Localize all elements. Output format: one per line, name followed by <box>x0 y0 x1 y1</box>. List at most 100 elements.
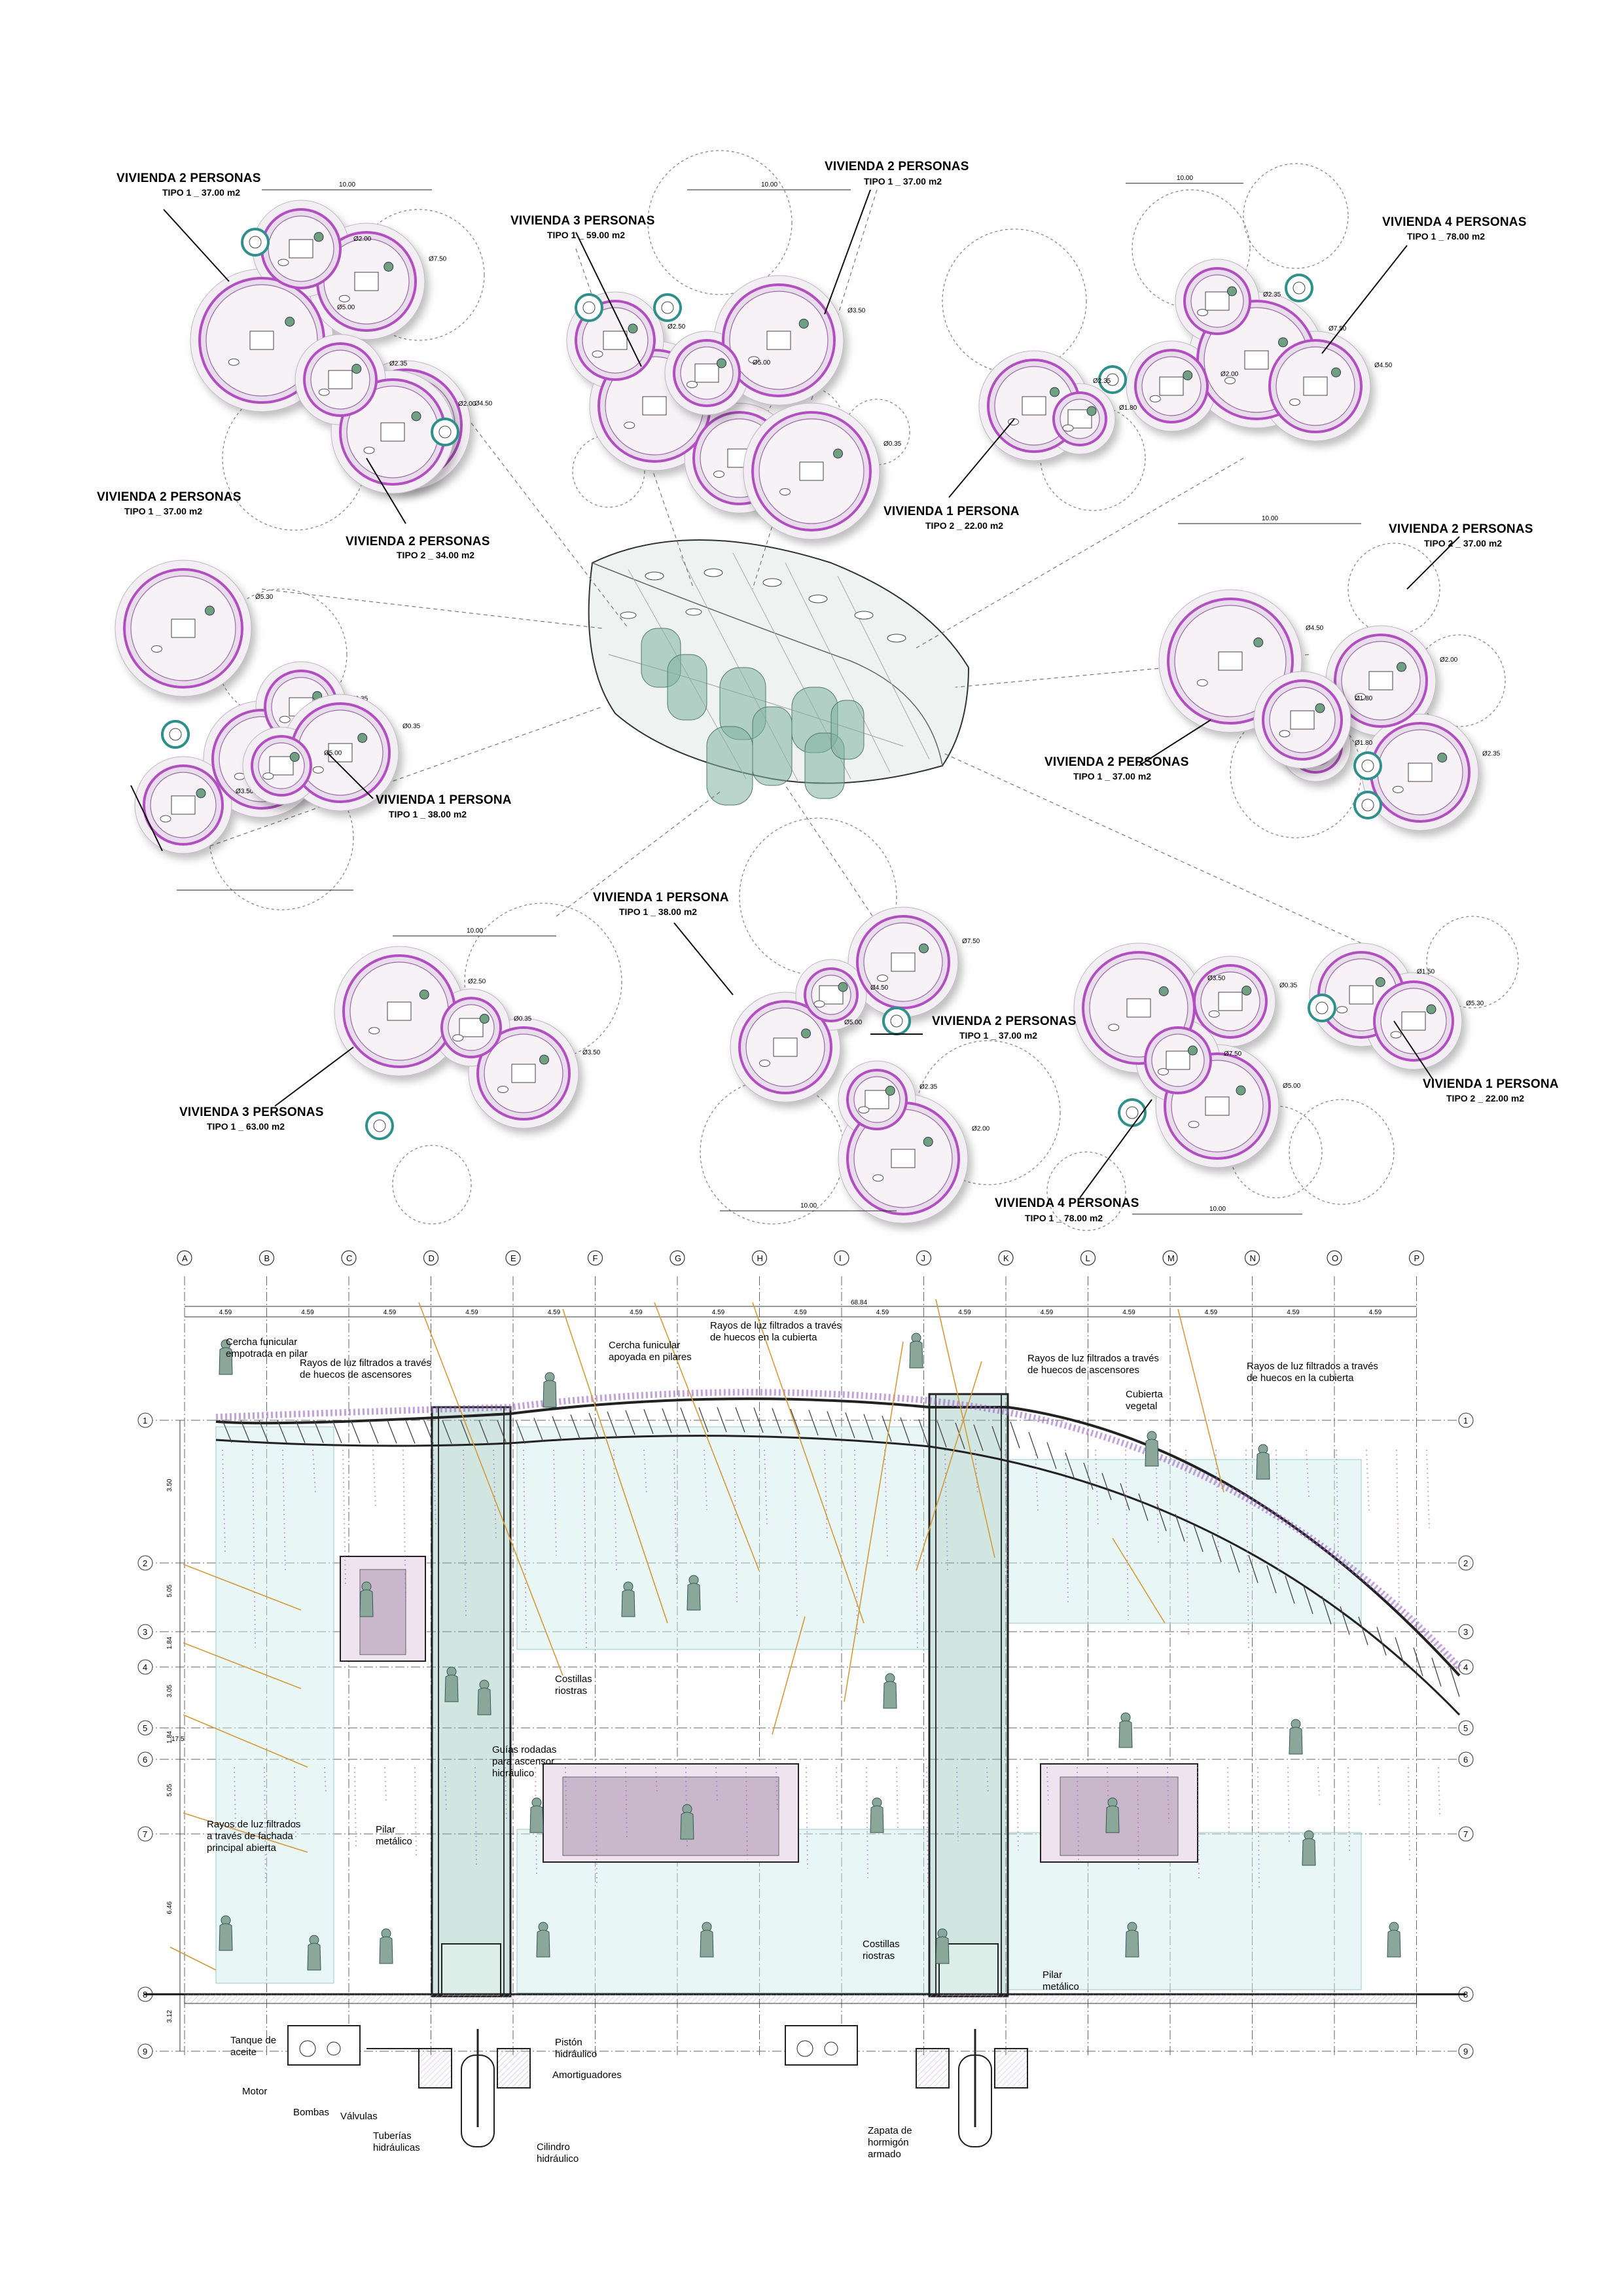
grid-label-J: J <box>921 1253 926 1263</box>
furniture-bed <box>694 363 719 383</box>
level-label-left: 3 <box>143 1627 147 1637</box>
level-bubble-right-2 <box>1458 1555 1474 1571</box>
grid-label-K: K <box>1003 1253 1009 1263</box>
note-piston: Pistón hidráulico <box>555 2037 597 2060</box>
furniture-seat <box>318 388 330 396</box>
plant <box>628 323 638 334</box>
circle-size-label: Ø0.35 <box>1279 982 1298 990</box>
furniture-seat <box>1196 679 1208 687</box>
grid-bubble-E <box>505 1250 521 1266</box>
level-bubble-right-5 <box>1458 1720 1474 1736</box>
circle-size-label: Ø2.00 <box>972 1126 990 1133</box>
furniture-bed <box>1244 350 1269 370</box>
note-tanque: Tanque de aceite <box>230 2035 276 2058</box>
furniture-seat <box>858 1106 870 1114</box>
truss-diagonal <box>295 1420 306 1443</box>
furniture-seat <box>592 350 603 358</box>
bay-dimension-label: 4.59 <box>712 1309 725 1316</box>
plan-title-6: VIVIENDA 1 PERSONA <box>883 505 1020 518</box>
person-body <box>1387 1929 1401 1958</box>
elevator-ring <box>431 418 459 446</box>
level-label-right: 3 <box>1463 1627 1468 1637</box>
circle-size-label: Ø3.50 <box>1207 975 1226 982</box>
furniture-bed <box>269 756 294 776</box>
furniture-bed <box>891 952 916 972</box>
plant <box>1397 662 1406 672</box>
plan-title-15: VIVIENDA 4 PERSONAS <box>995 1196 1139 1210</box>
vine <box>372 1449 376 1509</box>
note-bombas: Bombas <box>293 2107 329 2118</box>
person-body <box>1145 1439 1159 1467</box>
furniture-bed <box>289 239 313 259</box>
elevator-shaft <box>431 1406 512 1998</box>
person-body <box>536 1929 550 1958</box>
level-bubble-left-2 <box>137 1555 153 1571</box>
light-ray <box>183 1564 302 1611</box>
plant <box>919 943 929 954</box>
light-ray <box>183 1642 302 1689</box>
furniture-bed <box>1303 376 1328 396</box>
truss-diagonal <box>1156 1503 1167 1532</box>
grid-label-N: N <box>1250 1253 1256 1263</box>
vine <box>956 1767 959 1841</box>
oil-tank <box>287 2025 361 2066</box>
truss-diagonal <box>1010 1422 1020 1448</box>
person-body <box>883 1681 897 1709</box>
level-label-left: 2 <box>143 1558 147 1568</box>
vine <box>806 1767 808 1869</box>
furniture-seat <box>363 446 375 454</box>
vine <box>1005 1449 1008 1589</box>
circle-size-label: Ø2.00 <box>458 401 476 408</box>
section-notes: Cercha funicular empotrada en pilar Rayos… <box>171 1299 1378 2164</box>
elevator-ring <box>365 1111 394 1140</box>
plant <box>1375 977 1385 987</box>
dashed-circle <box>1426 916 1519 1009</box>
label-leader <box>948 418 1015 498</box>
level-dimension-label: 1.84 <box>166 1636 173 1649</box>
elevator-core <box>438 425 452 439</box>
truss-diagonal <box>808 1410 819 1436</box>
note-line: a través de fachada <box>207 1831 293 1842</box>
people <box>219 1333 1401 1971</box>
truss-diagonal <box>259 1420 269 1443</box>
plant <box>1236 1085 1246 1096</box>
plant <box>1437 753 1448 762</box>
concrete-footing <box>994 2048 1028 2089</box>
vine <box>433 1449 437 1525</box>
furniture-bed <box>1022 396 1046 416</box>
note-line: de huecos en la cubierta <box>1247 1372 1354 1384</box>
note-line: hidráulico <box>555 2049 597 2060</box>
person-body <box>870 1805 884 1833</box>
vine <box>1257 1767 1260 1888</box>
plant <box>923 1137 933 1147</box>
truss-diagonal <box>772 1408 782 1434</box>
truss-diagonal <box>918 1419 929 1446</box>
grid-bubble-K <box>998 1250 1014 1266</box>
note-rayos-cubierta-1: Rayos de luz filtrados a través de huecos… <box>710 1320 842 1343</box>
furniture-seat <box>1208 1010 1220 1018</box>
plant <box>479 1014 490 1024</box>
elevator-core <box>373 1119 386 1132</box>
furniture-seat <box>779 488 791 495</box>
note-zapata: Zapata de hormigón armado <box>868 2125 912 2160</box>
plant <box>838 982 848 992</box>
note-pilar-1: Pilar metálico <box>376 1824 412 1847</box>
circle-size-label: Ø1.80 <box>1355 695 1373 702</box>
grid-label-O: O <box>1332 1253 1338 1263</box>
plant <box>798 319 809 329</box>
vine <box>1227 1767 1230 1833</box>
bay-dimension-label: 4.59 <box>630 1309 643 1316</box>
dimension-label: 10.00 <box>339 181 355 188</box>
elevator-cab <box>441 1943 501 1997</box>
note-guias: Guías rodadas para ascensor hidráulico <box>492 1744 556 1779</box>
label-leader <box>366 457 406 524</box>
label-leader <box>327 752 374 799</box>
truss-diagonal <box>515 1419 526 1444</box>
circle-size-label: Ø5.00 <box>337 304 355 312</box>
level-label-left: 7 <box>143 1829 147 1839</box>
level-dimension-label: 3.50 <box>166 1479 173 1492</box>
circle-size-label: Ø2.50 <box>468 978 486 986</box>
vine <box>974 1449 978 1496</box>
glass-facade <box>215 1426 1362 1994</box>
note-line: armado <box>868 2149 901 2160</box>
